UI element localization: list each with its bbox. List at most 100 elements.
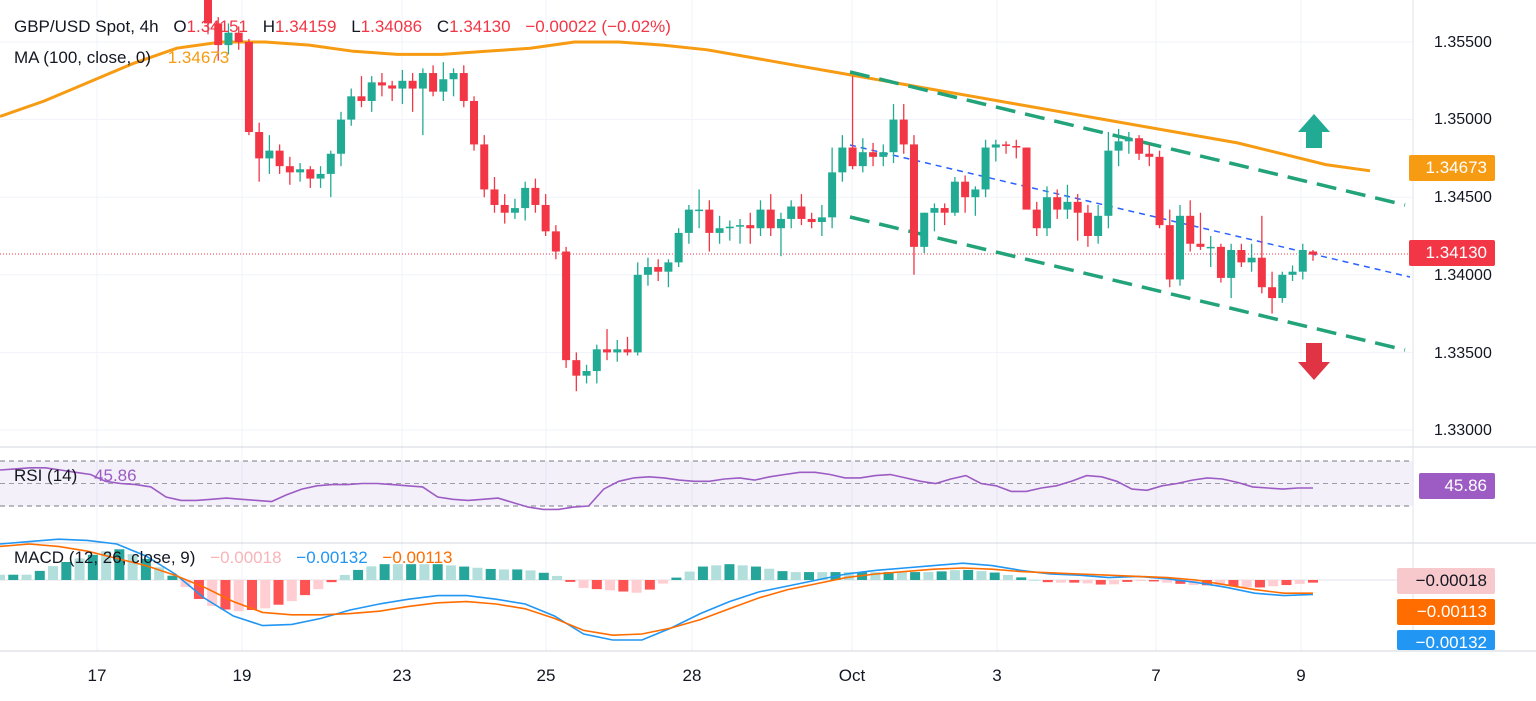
candle[interactable] — [500, 194, 509, 224]
candle[interactable] — [991, 139, 1000, 162]
candle[interactable] — [797, 194, 806, 226]
ma-legend[interactable]: MA (100, close, 0) 1.34673 — [14, 48, 229, 68]
candle[interactable] — [255, 122, 264, 182]
candle[interactable] — [1175, 204, 1184, 286]
candle[interactable] — [541, 194, 550, 236]
candle[interactable] — [746, 212, 755, 244]
candle[interactable] — [1237, 243, 1246, 268]
candle[interactable] — [204, 0, 212, 35]
candle[interactable] — [909, 135, 918, 275]
candle[interactable] — [1063, 184, 1072, 219]
channel-lower-line[interactable] — [849, 215, 1406, 352]
candle[interactable] — [224, 23, 233, 55]
candle[interactable] — [1032, 201, 1041, 236]
candle[interactable] — [695, 189, 704, 229]
candle[interactable] — [756, 200, 765, 236]
candle[interactable] — [1309, 249, 1317, 261]
candle[interactable] — [582, 364, 591, 384]
candle[interactable] — [1288, 265, 1297, 282]
candle[interactable] — [613, 339, 622, 362]
candle[interactable] — [347, 88, 356, 126]
rsi-legend[interactable]: RSI (14) 45.86 — [14, 466, 137, 486]
candle[interactable] — [398, 69, 407, 105]
candle[interactable] — [869, 142, 878, 167]
candle[interactable] — [776, 212, 785, 257]
candle[interactable] — [950, 177, 959, 216]
candle[interactable] — [449, 68, 458, 97]
candle[interactable] — [725, 220, 734, 241]
candle[interactable] — [490, 177, 499, 213]
candle[interactable] — [705, 200, 714, 252]
candle[interactable] — [1298, 243, 1307, 280]
candle[interactable] — [326, 150, 335, 198]
candle[interactable] — [1257, 215, 1266, 294]
candle[interactable] — [285, 156, 294, 185]
candle[interactable] — [1104, 132, 1113, 229]
candle[interactable] — [715, 215, 724, 244]
candle[interactable] — [1145, 144, 1154, 167]
symbol-title[interactable]: GBP/USD Spot, 4h — [14, 17, 159, 36]
candle[interactable] — [275, 144, 284, 174]
candle[interactable] — [531, 178, 540, 213]
candle[interactable] — [1155, 150, 1164, 229]
candle[interactable] — [940, 203, 949, 226]
candle[interactable] — [510, 198, 519, 219]
candle[interactable] — [838, 135, 847, 182]
candle[interactable] — [623, 336, 632, 356]
candle[interactable] — [1206, 236, 1215, 268]
candle[interactable] — [1053, 189, 1062, 219]
candle[interactable] — [316, 166, 325, 188]
candle[interactable] — [265, 135, 274, 174]
candle[interactable] — [899, 104, 908, 154]
candle[interactable] — [367, 76, 376, 112]
candle[interactable] — [981, 139, 990, 198]
candle[interactable] — [1247, 243, 1256, 272]
candle[interactable] — [920, 212, 929, 254]
candle[interactable] — [858, 138, 867, 173]
candle[interactable] — [1114, 128, 1123, 167]
candle[interactable] — [1073, 194, 1082, 241]
candle[interactable] — [357, 76, 366, 108]
candle[interactable] — [244, 38, 253, 136]
candle[interactable] — [1278, 271, 1287, 303]
candle[interactable] — [1042, 186, 1051, 236]
candle[interactable] — [1165, 209, 1174, 288]
candle[interactable] — [470, 96, 479, 151]
candle[interactable] — [521, 181, 530, 221]
candle[interactable] — [961, 175, 970, 213]
candle[interactable] — [377, 73, 386, 97]
candle[interactable] — [408, 73, 417, 112]
candle[interactable] — [1002, 141, 1011, 154]
candle[interactable] — [879, 144, 888, 167]
candle[interactable] — [787, 200, 796, 229]
candle[interactable] — [817, 204, 826, 236]
candle[interactable] — [1186, 200, 1195, 252]
candle[interactable] — [828, 147, 837, 229]
candle[interactable] — [664, 259, 673, 288]
candle[interactable] — [480, 135, 489, 198]
candle[interactable] — [684, 204, 693, 244]
candle[interactable] — [1083, 204, 1092, 247]
candle[interactable] — [234, 26, 243, 50]
candle[interactable] — [439, 62, 448, 101]
candle[interactable] — [296, 163, 305, 182]
candle[interactable] — [603, 329, 612, 361]
candle[interactable] — [551, 225, 560, 260]
candle[interactable] — [643, 257, 652, 286]
candle[interactable] — [633, 262, 642, 356]
candle[interactable] — [766, 194, 775, 236]
candle[interactable] — [459, 65, 468, 108]
channel-mid-line[interactable] — [849, 144, 1411, 278]
candle[interactable] — [807, 212, 816, 229]
candle[interactable] — [1124, 132, 1133, 154]
candle[interactable] — [1268, 271, 1277, 314]
candle[interactable] — [337, 111, 346, 167]
candle[interactable] — [654, 259, 663, 282]
candle[interactable] — [1022, 147, 1031, 210]
candle[interactable] — [1216, 243, 1225, 283]
candle[interactable] — [736, 218, 745, 244]
candle[interactable] — [889, 104, 898, 164]
candle[interactable] — [1196, 212, 1205, 250]
candle[interactable] — [572, 352, 581, 392]
